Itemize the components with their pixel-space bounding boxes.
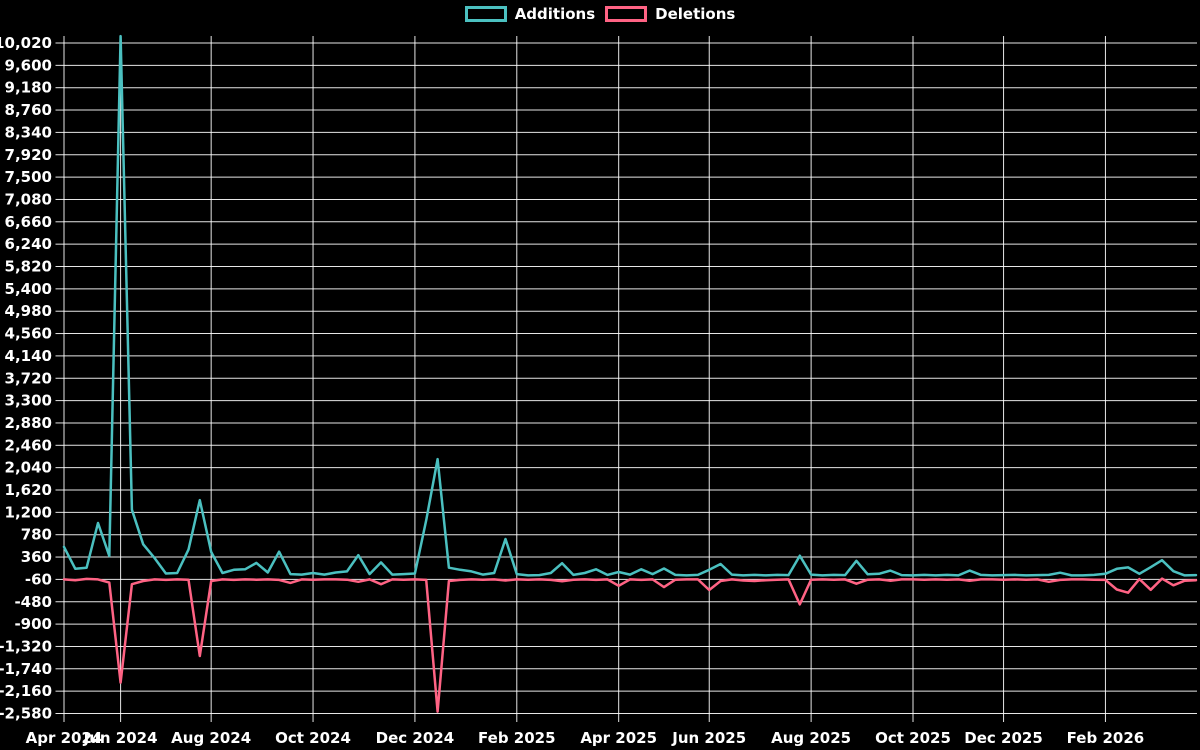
y-tick-label: 4,140 [5,347,52,365]
y-tick-label: 4,560 [5,325,52,343]
y-tick-label: 7,080 [5,190,52,208]
y-tick-label: 2,040 [5,459,52,477]
y-tick-label: -480 [14,593,52,611]
x-tick-label: Jun 2025 [671,729,746,747]
x-tick-label: Apr 2025 [580,729,657,747]
y-tick-label: 5,820 [5,258,52,276]
legend-item-additions[interactable]: Additions [464,4,596,23]
y-tick-label: -1,320 [0,637,52,655]
y-tick-label: 2,880 [5,414,52,432]
chart-legend: Additions Deletions [0,6,1200,22]
legend-item-deletions[interactable]: Deletions [605,6,735,22]
y-tick-label: 6,240 [5,235,52,253]
y-tick-label: 2,460 [5,436,52,454]
y-tick-label: 3,300 [5,392,52,410]
y-tick-label: 9,180 [5,79,52,97]
y-tick-label: 6,660 [5,213,52,231]
deletions-swatch-icon [605,6,648,22]
y-tick-label: -2,580 [0,705,52,723]
x-tick-label: Aug 2024 [171,729,251,747]
additions-legend-label: Additions [514,4,596,23]
y-tick-label: 7,920 [5,146,52,164]
y-tick-label: 360 [21,548,52,566]
x-tick-label: Apr 2024 [26,729,103,747]
y-tick-label: -900 [14,615,52,633]
deletions-legend-label: Deletions [655,4,736,23]
x-tick-label: Oct 2024 [275,729,351,747]
x-tick-label: Oct 2025 [875,729,951,747]
y-tick-label: 3,720 [5,369,52,387]
additions-line [62,34,1198,577]
y-tick-label: 1,620 [5,481,52,499]
y-tick-label: 8,340 [5,123,52,141]
x-tick-label: Jun 2024 [83,729,158,747]
y-tick-label: 8,760 [5,101,52,119]
y-tick-label: 7,500 [5,168,52,186]
y-tick-label: -60 [25,570,52,588]
y-tick-label: 10,020 [0,34,52,52]
y-tick-label: 4,980 [5,302,52,320]
y-tick-label: -1,740 [0,660,52,678]
x-tick-label: Aug 2025 [771,729,851,747]
y-tick-label: -2,160 [0,682,52,700]
x-tick-label: Dec 2024 [376,729,455,747]
y-tick-label: 5,400 [5,280,52,298]
x-tick-label: Feb 2026 [1067,729,1145,747]
y-tick-label: 1,200 [5,503,52,521]
x-tick-label: Dec 2025 [964,729,1043,747]
additions-swatch-icon [464,6,507,22]
deletions-line [62,577,1198,713]
x-tick-label: Feb 2025 [478,729,556,747]
y-tick-label: 780 [21,526,52,544]
y-tick-label: 9,600 [5,56,52,74]
